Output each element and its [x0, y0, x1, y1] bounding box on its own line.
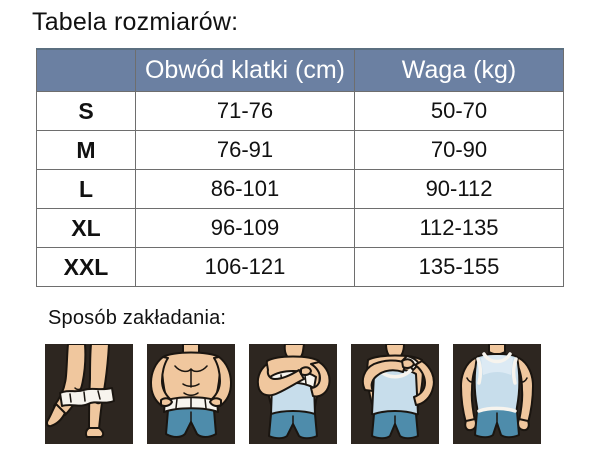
weight-range: 50-70	[354, 91, 564, 131]
weight-range: 135-155	[354, 247, 564, 287]
weight-range: 70-90	[354, 130, 564, 170]
step-3-pull-over-chest-icon	[256, 344, 331, 440]
size-label: XXL	[36, 247, 136, 287]
chest-range: 86-101	[135, 169, 355, 209]
header-cell-chest: Obwód klatki (cm)	[135, 48, 355, 92]
chest-range: 76-91	[135, 130, 355, 170]
size-label: M	[36, 130, 136, 170]
weight-range: 112-135	[354, 208, 564, 248]
size-table: Obwód klatki (cm) Waga (kg) S 71-76 50-7…	[36, 48, 564, 287]
chest-range: 96-109	[135, 208, 355, 248]
howto-step-3	[249, 344, 337, 444]
step-4-strap-over-shoulder-icon	[361, 344, 435, 440]
howto-title: Sposób zakładania:	[48, 307, 227, 329]
size-label: S	[36, 91, 136, 131]
howto-step-2	[147, 344, 235, 444]
howto-step-5	[453, 344, 541, 444]
step-5-vest-fully-on-icon	[460, 344, 534, 439]
howto-steps	[45, 344, 541, 444]
chest-range: 106-121	[135, 247, 355, 287]
step-1-step-into-garment-icon	[46, 344, 115, 438]
howto-step-4	[351, 344, 439, 444]
table-row: XL 96-109 112-135	[36, 208, 564, 248]
weight-range: 90-112	[354, 169, 564, 209]
step-2-pull-up-to-hips-icon	[150, 344, 232, 438]
chest-range: 71-76	[135, 91, 355, 131]
size-label: XL	[36, 208, 136, 248]
howto-step-1	[45, 344, 133, 444]
table-row: XXL 106-121 135-155	[36, 247, 564, 287]
header-cell-weight: Waga (kg)	[354, 48, 564, 92]
table-row: M 76-91 70-90	[36, 130, 564, 170]
header-cell-empty	[36, 48, 136, 92]
table-row: S 71-76 50-70	[36, 91, 564, 131]
page-title: Tabela rozmiarów:	[32, 8, 239, 36]
table-row: L 86-101 90-112	[36, 169, 564, 209]
table-header-row: Obwód klatki (cm) Waga (kg)	[36, 48, 564, 92]
size-label: L	[36, 169, 136, 209]
